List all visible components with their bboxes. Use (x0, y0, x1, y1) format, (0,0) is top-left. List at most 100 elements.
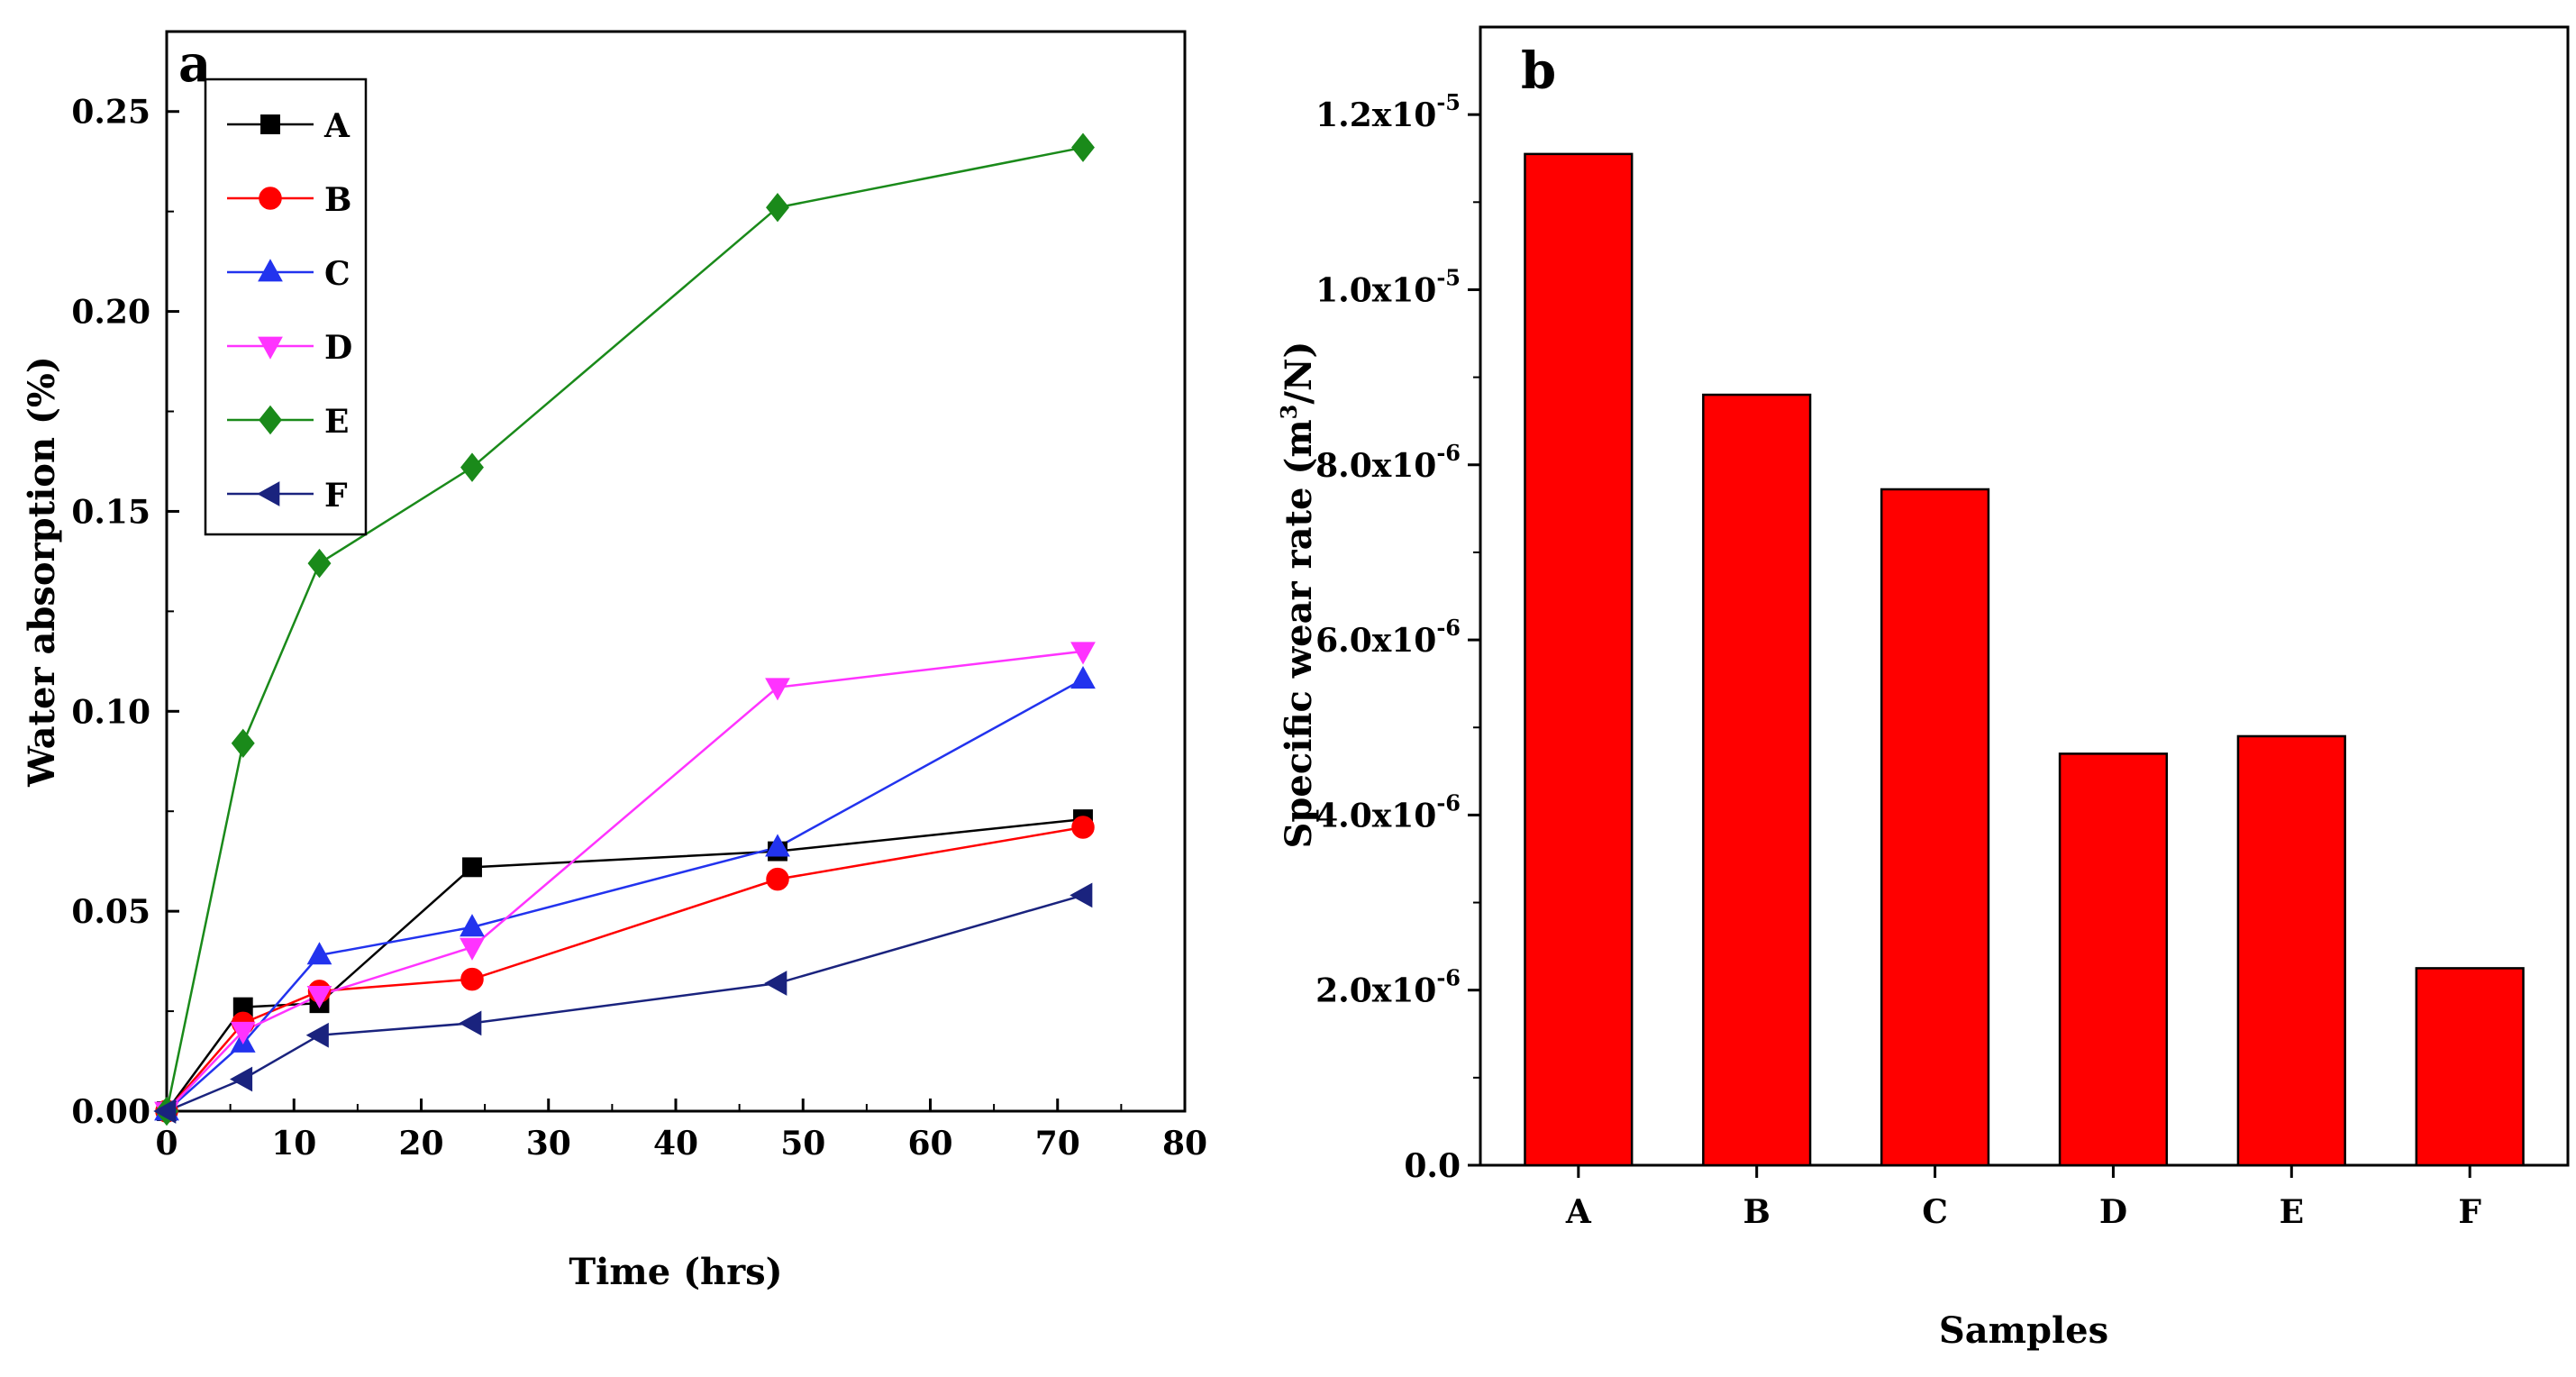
panel-b-bar-chart: A B C D E F0.02.0x10-64.0x10-66.0x10-68.0x10-… (1276, 25, 2570, 1352)
y-tick-exponent: -5 (1436, 89, 1461, 115)
y-tick-label: 1.2x10-5 (1315, 89, 1461, 134)
x-tick-label: 80 (1162, 1125, 1207, 1163)
panel-a-y-axis-title: Water absorption (%) (21, 356, 63, 788)
panel-a-line-chart: 0 10 20 30 40 50 60 70 80 0.00 0.05 0.10 0.15 0.20 0.2… (21, 30, 1207, 1293)
legend-label-C: C (324, 255, 350, 293)
y-tick-label: 0.00 (71, 1093, 150, 1131)
panel-a-series-markers (153, 132, 1096, 1126)
y-tick-exponent: -6 (1436, 615, 1461, 641)
y-tick-mantissa: 1.0x10 (1315, 271, 1436, 309)
data-point-E (231, 728, 255, 758)
legend-marker-F (257, 481, 280, 506)
series-line-E (165, 146, 1084, 1112)
y-tick-label: 6.0x10-6 (1315, 615, 1461, 660)
data-point-D (765, 678, 790, 701)
data-point-F (1070, 882, 1093, 908)
x-tick-label: 0 (155, 1125, 177, 1163)
series-line-F (166, 894, 1084, 1113)
y-tick-label: 0.0 (1404, 1147, 1461, 1185)
y-tick-exponent: -5 (1436, 264, 1461, 290)
y-tick-exponent: -6 (1436, 440, 1461, 466)
y-tick-mantissa: 1.2x10 (1315, 96, 1436, 134)
y-tick-label: 2.0x10-6 (1315, 965, 1461, 1010)
x-tick-label-F: F (2458, 1193, 2481, 1231)
data-point-E (766, 193, 789, 223)
panel-b-y-axis-title: Specific wear rate (m3/N) (1276, 342, 1320, 849)
panel-b-label: b (1521, 41, 1556, 101)
legend-label-D: D (324, 329, 352, 367)
bar-F (2415, 967, 2525, 1167)
y-tick-label: 0.15 (71, 493, 150, 531)
legend-marker-D (258, 336, 283, 360)
data-point-E (1071, 132, 1095, 162)
legend-label-B: B (324, 181, 351, 219)
y-title-main: Specific wear rate (m (1278, 419, 1320, 848)
y-tick-label: 0.10 (71, 693, 150, 731)
bar-C (1880, 488, 1990, 1167)
x-tick-label: 30 (526, 1125, 571, 1163)
x-tick-label-E: E (2280, 1193, 2304, 1231)
x-tick-label: 50 (780, 1125, 825, 1163)
y-tick-label: 1.0x10-5 (1315, 264, 1461, 309)
bar-D (2058, 752, 2169, 1167)
x-tick-label-B: B (1743, 1193, 1770, 1231)
data-point-E (307, 548, 332, 579)
data-point-D (460, 937, 485, 961)
bar-A (1524, 152, 1634, 1167)
panel-b-plot-frame (1479, 25, 2570, 1167)
bar-B (1702, 393, 1812, 1167)
y-tick-label: 4.0x10-6 (1315, 789, 1461, 834)
legend-marker-E (259, 405, 282, 435)
legend-label-E: E (324, 403, 349, 441)
data-point-F (305, 1022, 329, 1048)
bar-E (2236, 734, 2346, 1167)
data-point-B (766, 867, 789, 891)
y-tick-label: 0.20 (71, 294, 150, 332)
panel-a-ticks: 0 10 20 30 40 50 60 70 80 0.00 0.05 0.10 0.15 0.20 0.2… (71, 94, 1207, 1163)
y-tick-label: 8.0x10-6 (1315, 440, 1461, 485)
legend-label-A: A (323, 107, 350, 145)
data-point-F (229, 1066, 253, 1092)
data-point-D (306, 985, 332, 1009)
data-point-F (764, 971, 787, 996)
panel-b-x-axis-title: Samples (1939, 1309, 2108, 1352)
x-tick-label: 10 (271, 1125, 316, 1163)
data-point-B (460, 967, 484, 991)
y-tick-exponent: -6 (1436, 789, 1461, 816)
x-tick-label: 60 (907, 1125, 952, 1163)
y-tick-mantissa: 0.0 (1404, 1147, 1461, 1185)
series-line-C (166, 678, 1084, 1112)
data-point-C (460, 914, 485, 937)
y-tick-mantissa: 8.0x10 (1315, 447, 1436, 485)
x-tick-label: 20 (398, 1125, 443, 1163)
x-tick-label-D: D (2099, 1193, 2127, 1231)
x-tick-label: 70 (1035, 1125, 1080, 1163)
y-tick-mantissa: 4.0x10 (1315, 797, 1436, 834)
legend-marker-C (258, 259, 283, 282)
legend-marker-B (259, 187, 282, 210)
panel-a-x-axis-title: Time (hrs) (569, 1251, 782, 1293)
panel-a-series-lines (165, 146, 1084, 1113)
x-tick-label: 40 (653, 1125, 698, 1163)
data-point-C (306, 942, 332, 965)
data-point-B (1071, 816, 1095, 839)
series-line-B (166, 825, 1084, 1112)
data-point-D (1070, 642, 1096, 665)
data-point-E (460, 452, 484, 482)
legend-marker-A (260, 114, 280, 134)
y-tick-mantissa: 6.0x10 (1315, 622, 1436, 660)
data-point-F (153, 1099, 177, 1124)
legend-label-F: F (324, 477, 348, 515)
panel-b-bars (1524, 152, 2525, 1167)
data-point-A (462, 857, 482, 878)
legend-frame (204, 78, 368, 536)
y-tick-mantissa: 2.0x10 (1315, 972, 1436, 1010)
y-tick-exponent: -6 (1436, 965, 1461, 991)
x-tick-label-A: A (1565, 1193, 1592, 1231)
y-tick-label: 0.25 (71, 94, 150, 132)
y-title-end: /N) (1278, 342, 1320, 405)
series-line-A (165, 817, 1084, 1112)
panel-b-ticks: A B C D E F0.02.0x10-64.0x10-66.0x10-68.0x10-… (1315, 89, 2481, 1231)
